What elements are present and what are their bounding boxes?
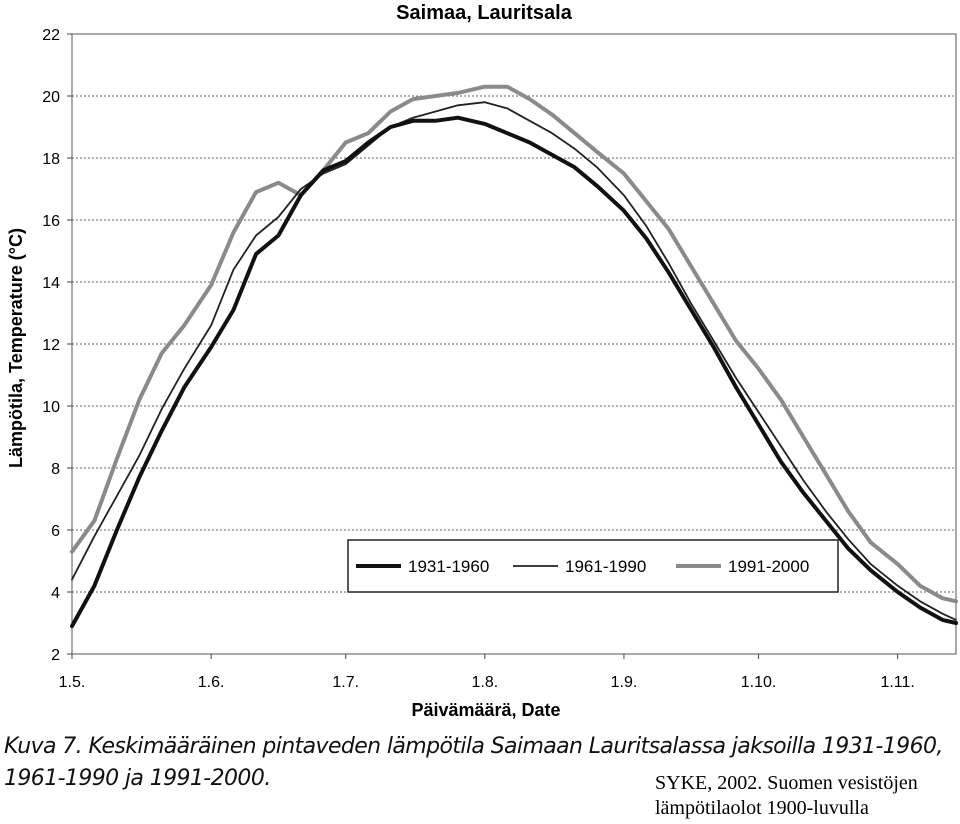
y-tick-label: 22 [42, 27, 60, 44]
x-axis-label: Päivämäärä, Date [411, 700, 560, 720]
y-tick-label: 10 [42, 399, 60, 416]
y-tick-label: 4 [51, 585, 60, 602]
figure-caption-line-2: 1961-1990 ja 1991-2000. [4, 766, 271, 791]
x-tick-label: 1.11. [880, 674, 914, 691]
x-tick-label: 1.10. [741, 674, 777, 691]
y-tick-label: 14 [42, 275, 60, 292]
series-lines [70, 84, 958, 629]
x-tick-label: 1.6. [198, 674, 225, 691]
x-tick-label: 1.7. [332, 674, 359, 691]
y-tick-label: 6 [51, 523, 60, 540]
x-tick-label: 1.8. [471, 674, 498, 691]
figure-caption-line-1: Kuva 7. Keskimääräinen pintaveden lämpöt… [4, 734, 943, 759]
series-line-1961-1990 [71, 101, 957, 621]
y-tick-label: 2 [51, 647, 60, 664]
source-line-1: SYKE, 2002. Suomen vesistöjen [655, 772, 918, 794]
legend-label-1931-1960: 1931-1960 [408, 557, 489, 576]
legend-label-1991-2000: 1991-2000 [728, 557, 809, 576]
y-tick-label: 8 [51, 461, 60, 478]
chart-title: Saimaa, Lauritsala [396, 2, 573, 24]
series-line-1991-2000 [70, 84, 958, 604]
legend: 1931-1960 1961-1990 1991-2000 [347, 539, 839, 593]
source-line-2: lämpötilaolot 1900-luvulla [655, 797, 869, 819]
x-tick-labels: 1.5. 1.6. 1.7. 1.8. 1.9. 1.10. 1.11. [59, 654, 915, 691]
y-tick-label: 12 [42, 337, 60, 354]
series-line-1931-1960 [70, 115, 958, 629]
y-tick-labels: 2 4 6 8 10 12 14 16 18 20 22 [42, 27, 72, 664]
legend-label-1961-1990: 1961-1990 [565, 557, 646, 576]
y-tick-label: 18 [42, 151, 60, 168]
y-tick-label: 16 [42, 213, 60, 230]
y-tick-label: 20 [42, 89, 60, 106]
x-tick-label: 1.9. [611, 674, 638, 691]
x-tick-label: 1.5. [59, 674, 86, 691]
y-axis-label: Lämpötila, Temperature (°C) [6, 228, 26, 468]
legend-box [347, 539, 839, 593]
